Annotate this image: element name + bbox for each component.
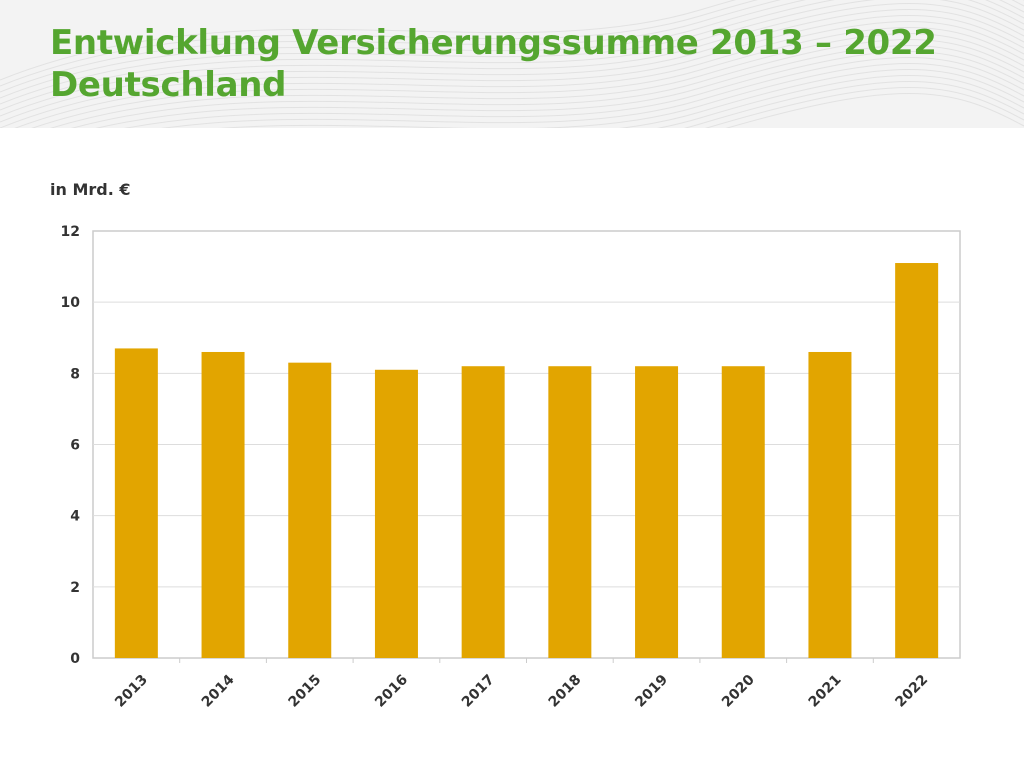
wave-line: [0, 9, 1024, 123]
x-tick-label: 2016: [372, 672, 411, 711]
wave-line: [619, 69, 1024, 128]
x-tick-label: 2020: [719, 672, 758, 711]
wave-line: [124, 51, 1024, 128]
bar-2022: [895, 263, 939, 658]
x-tick-label: 2019: [632, 672, 671, 711]
x-tick-label: 2018: [546, 672, 585, 711]
wave-line: [219, 63, 1024, 128]
header-banner: Entwicklung Versicherungssumme 2013 – 20…: [0, 0, 1024, 128]
wave-line: [0, 0, 1024, 93]
y-tick-label: 8: [70, 366, 80, 382]
x-tick-label: 2013: [112, 672, 151, 711]
wave-line: [95, 45, 1024, 128]
wave-line: [0, 3, 1024, 117]
y-tick-label: 10: [61, 295, 81, 311]
bar-2013: [114, 348, 158, 658]
wave-line: [0, 0, 1024, 99]
bar-2014: [201, 351, 245, 658]
wave-line: [14, 21, 1024, 128]
wave-line: [0, 0, 1024, 87]
wave-pattern-decoration: [0, 0, 1024, 128]
bar-2019: [635, 366, 679, 658]
wave-line: [0, 0, 1024, 105]
y-tick-label: 4: [70, 509, 80, 525]
bar-2018: [548, 366, 592, 658]
x-tick-label: 2021: [806, 672, 845, 711]
bar-2017: [461, 366, 505, 658]
wave-line: [0, 0, 1024, 81]
bar-2015: [288, 362, 332, 658]
wave-line: [0, 15, 1024, 128]
x-tick-label: 2015: [285, 672, 324, 711]
wave-line: [657, 75, 1024, 128]
wave-line: [683, 81, 1024, 128]
bar-2021: [808, 351, 852, 658]
y-tick-label: 6: [70, 438, 80, 454]
wave-line: [31, 27, 1024, 128]
bar-2020: [721, 366, 765, 658]
bar-2016: [374, 369, 418, 658]
wave-line: [49, 33, 1024, 128]
x-tick-label: 2014: [199, 672, 238, 711]
title-line-2: Deutschland: [50, 65, 287, 105]
wave-line: [71, 39, 1024, 128]
wave-line: [705, 87, 1024, 128]
wave-line: [0, 0, 1024, 111]
wave-line: [725, 93, 1024, 128]
title-line-1: Entwicklung Versicherungssumme 2013 – 20…: [50, 23, 937, 63]
y-tick-label: 0: [70, 651, 80, 667]
y-tick-label: 12: [61, 224, 80, 240]
chart-title: Entwicklung Versicherungssumme 2013 – 20…: [50, 22, 937, 106]
y-axis-unit-label: in Mrd. €: [50, 180, 131, 199]
wave-line: [160, 57, 1024, 128]
x-tick-label: 2017: [459, 672, 498, 711]
y-tick-label: 2: [70, 580, 80, 596]
x-tick-label: 2022: [892, 672, 931, 711]
